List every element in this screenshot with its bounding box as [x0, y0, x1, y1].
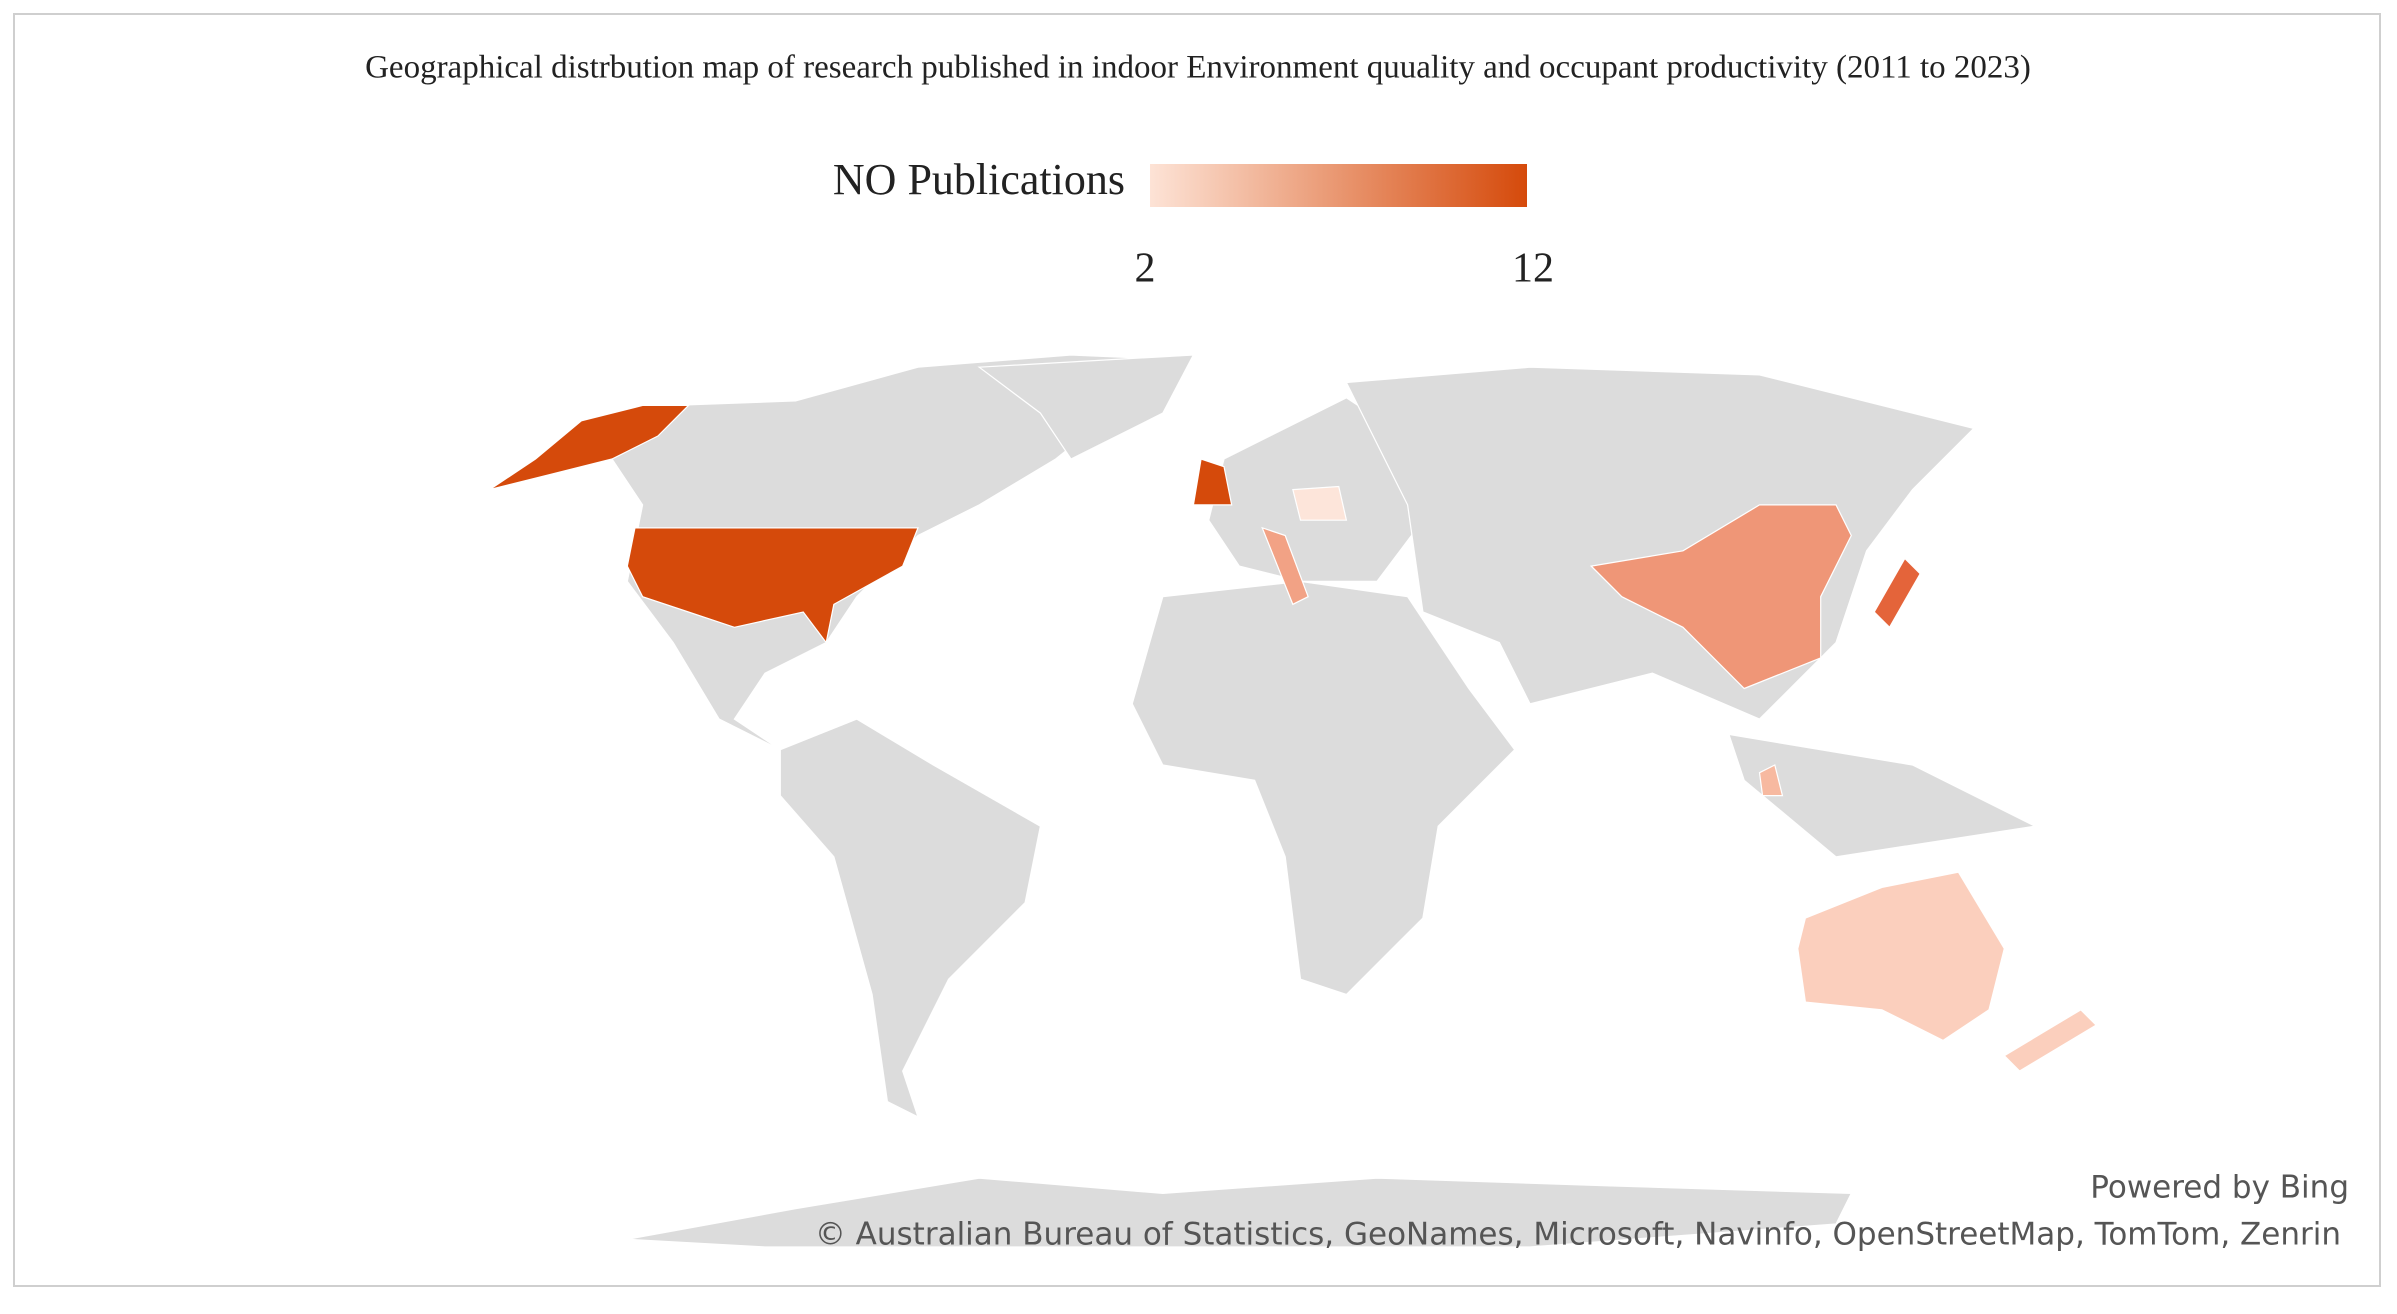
land — [779, 718, 1042, 1119]
world-map — [489, 354, 2098, 1248]
region — [2003, 1009, 2098, 1072]
map-title: Geographical distrbution map of research… — [365, 50, 2031, 86]
land — [1727, 733, 2037, 858]
frame — [13, 13, 2381, 1287]
region — [1292, 485, 1348, 521]
land — [627, 1177, 1853, 1248]
land — [977, 354, 1195, 460]
legend-min: 2 — [1135, 246, 1156, 292]
region — [626, 527, 919, 645]
attribution: © Australian Bureau of Statistics, GeoNa… — [815, 1217, 2341, 1253]
region — [1758, 764, 1784, 797]
legend-gradient — [1150, 164, 1527, 207]
region — [1192, 458, 1233, 506]
powered-by: Powered by Bing — [2090, 1170, 2349, 1206]
legend-title: NO Publications — [833, 155, 1125, 204]
region — [1261, 526, 1309, 606]
region — [1873, 557, 1921, 629]
land — [1131, 580, 1516, 996]
region — [1797, 871, 2005, 1042]
legend-max: 12 — [1512, 246, 1554, 292]
region — [1589, 504, 1852, 690]
region — [489, 404, 690, 491]
